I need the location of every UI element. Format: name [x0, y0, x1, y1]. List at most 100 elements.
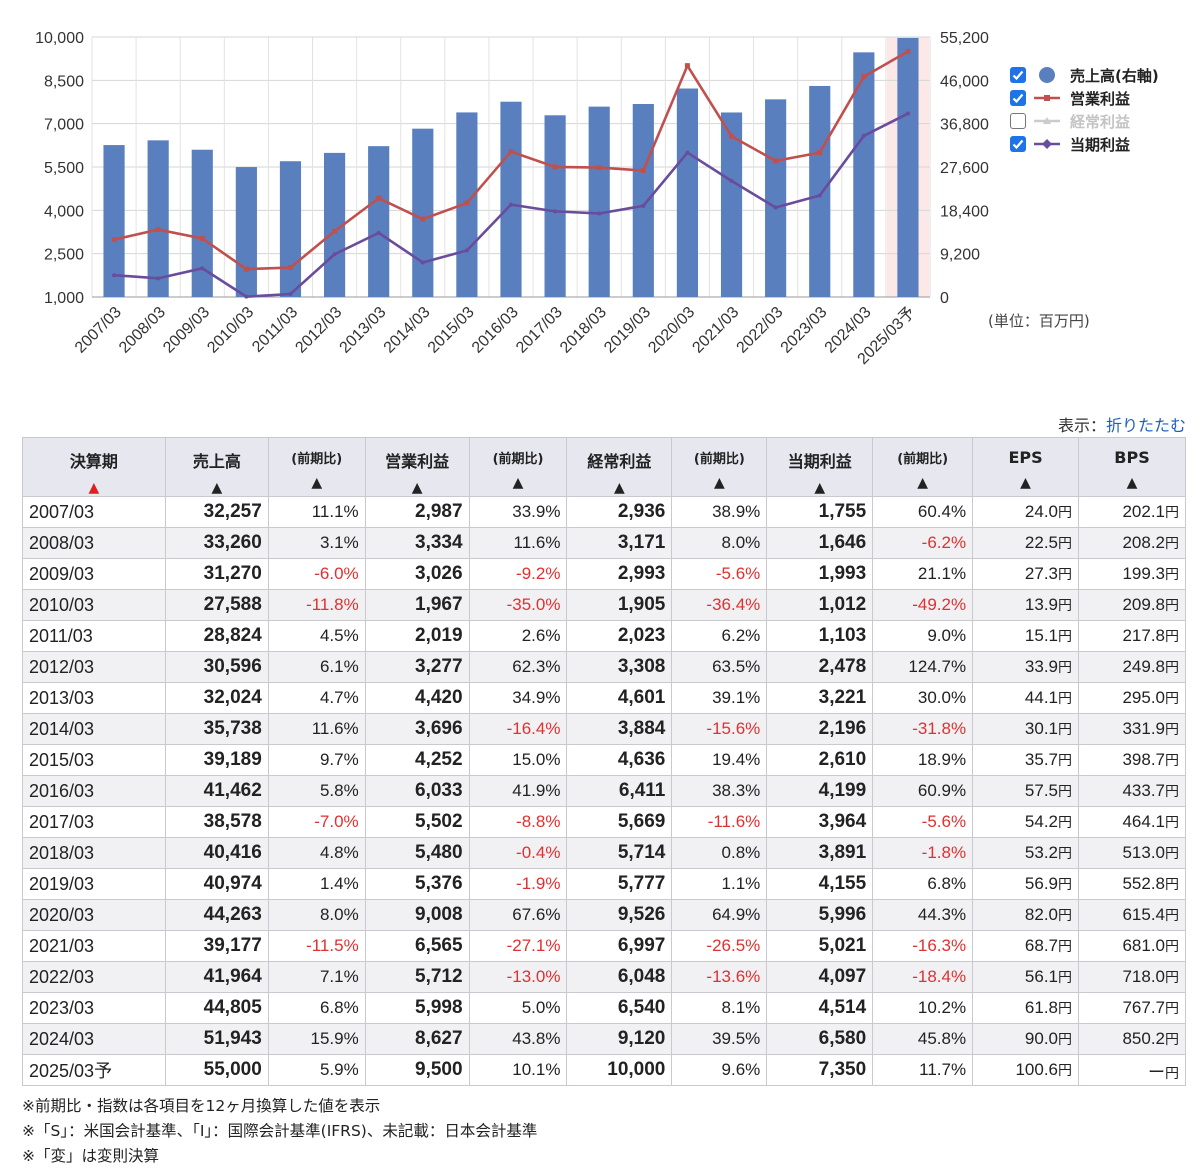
category-label: 2008/03	[116, 304, 169, 357]
table-cell: 2010/03	[22, 589, 166, 621]
column-header[interactable]: BPS ▲	[1078, 437, 1186, 497]
table-cell: 21.1%	[872, 558, 974, 590]
table-cell: 6.8%	[872, 868, 974, 900]
table-cell: 68.7円	[972, 930, 1079, 962]
table-cell: 3,171	[566, 527, 673, 559]
line-point	[243, 266, 249, 272]
legend-checkbox-sales[interactable]	[1010, 67, 1026, 83]
sort-arrow-icon[interactable]: ▲	[614, 480, 625, 496]
sort-arrow-icon[interactable]: ▲	[713, 475, 725, 491]
cell-value: 850.2	[1122, 1029, 1165, 1048]
column-header[interactable]: (前期比) ▲	[872, 437, 974, 497]
line-point	[817, 193, 822, 198]
legend-item-sales[interactable]: 売上高(右軸)	[1010, 64, 1159, 86]
category-label: 2007/03	[72, 304, 125, 357]
category-label: 2013/03	[337, 304, 390, 357]
right-axis-tick: 36,800	[940, 117, 989, 134]
column-header[interactable]: 決算期 ▲	[22, 437, 166, 497]
bar	[279, 161, 302, 297]
unit-label: (単位：百万円)	[988, 312, 1090, 330]
sort-arrow-icon[interactable]: ▲	[512, 475, 524, 491]
table-cell: 11.6%	[267, 713, 366, 745]
column-header[interactable]: 営業利益 ▲	[364, 437, 470, 497]
table-cell: 2022/03	[22, 961, 166, 993]
sort-arrow-icon[interactable]: ▲	[917, 475, 929, 491]
line-point	[861, 133, 866, 138]
sort-arrow-icon[interactable]: ▲	[211, 480, 223, 496]
table-cell: 4,199	[766, 775, 874, 807]
column-header[interactable]: 経常利益 ▲	[566, 437, 673, 497]
table-cell: 18.9%	[872, 744, 974, 776]
column-header-label: (前期比)	[897, 452, 949, 467]
column-header[interactable]: (前期比) ▲	[468, 437, 568, 497]
table-cell: 5,996	[766, 899, 874, 931]
left-axis-tick: 8,500	[44, 73, 84, 90]
table-cell: 7,350	[766, 1054, 874, 1086]
column-header[interactable]: 当期利益 ▲	[766, 437, 874, 497]
sort-arrow-icon[interactable]: ▲	[311, 475, 323, 491]
table-cell: ー円	[1078, 1054, 1186, 1086]
sort-arrow-icon[interactable]: ▲	[1126, 475, 1138, 491]
table-cell: 8.1%	[671, 992, 768, 1024]
table-cell: 33.9円	[972, 651, 1079, 683]
table-cell: -36.4%	[671, 589, 768, 621]
bar	[809, 85, 831, 297]
table-cell: 295.0円	[1078, 682, 1186, 714]
table-cell: 39.5%	[671, 1023, 768, 1055]
table-cell: 6,997	[566, 930, 673, 962]
table-cell: 2007/03	[22, 496, 166, 528]
cell-value: 249.8	[1122, 657, 1165, 676]
table-cell: 6,565	[364, 930, 470, 962]
line-point	[420, 216, 426, 222]
table-cell: 31,270	[164, 558, 269, 590]
table-cell: 433.7円	[1078, 775, 1186, 807]
table-cell: 3,221	[766, 682, 874, 714]
display-toggle-prefix: 表示：	[1057, 416, 1106, 435]
legend-label-ordinary: 経常利益	[1070, 112, 1131, 131]
table-cell: 45.8%	[872, 1023, 974, 1055]
legend-item-net[interactable]: 当期利益	[1010, 133, 1159, 155]
yen-unit: 円	[1165, 814, 1179, 830]
bar	[368, 146, 390, 297]
category-label: 2016/03	[469, 304, 522, 357]
table-cell: 398.7円	[1078, 744, 1186, 776]
table-cell: 61.8円	[972, 992, 1079, 1024]
sort-arrow-icon[interactable]: ▲	[1020, 475, 1031, 491]
legend-checkbox-net[interactable]	[1010, 136, 1026, 152]
legend-label-sales: 売上高(右軸)	[1070, 66, 1159, 85]
table-cell: 34.9%	[468, 682, 568, 714]
cell-value: 68.7	[1024, 936, 1058, 955]
cell-value: 90.0	[1024, 1029, 1058, 1048]
yen-unit: 円	[1058, 721, 1072, 737]
table-row: 2009/03 31,270 -6.0% 3,026 -9.2% 2,993 -5.6% 1,…	[22, 558, 1186, 590]
table-cell: 9,120	[566, 1023, 673, 1055]
sort-arrow-icon[interactable]: ▲	[88, 480, 100, 496]
table-body: 2007/03 32,257 11.1% 2,987 33.9% 2,936 38.9% 1,…	[22, 496, 1186, 1086]
table-cell: -13.6%	[671, 961, 768, 993]
sort-arrow-icon[interactable]: ▲	[411, 480, 423, 496]
sort-arrow-icon[interactable]: ▲	[814, 480, 826, 496]
table-cell: 217.8円	[1078, 620, 1186, 652]
table-cell: 2014/03	[22, 713, 166, 745]
yen-unit: 円	[1058, 876, 1072, 892]
collapse-link[interactable]: 折りたたむ	[1105, 416, 1186, 435]
cell-value: 718.0	[1122, 967, 1165, 986]
bar	[147, 140, 169, 297]
footnotes: ※前期比・指数は各項目を12ヶ月換算した値を表示 ※「S」：米国会計基準、「I」…	[22, 1094, 537, 1169]
table-cell: 208.2円	[1078, 527, 1186, 559]
column-header[interactable]: 売上高 ▲	[164, 437, 269, 497]
table-cell: 10,000	[566, 1054, 673, 1086]
right-axis-tick: 55,200	[940, 30, 989, 47]
legend-item-operating[interactable]: 営業利益	[1010, 87, 1159, 109]
legend-checkbox-ordinary[interactable]	[1010, 113, 1026, 129]
column-header[interactable]: EPS ▲	[972, 437, 1079, 497]
legend-item-ordinary[interactable]: 経常利益	[1010, 110, 1159, 132]
legend-checkbox-operating[interactable]	[1010, 90, 1026, 106]
column-header[interactable]: (前期比) ▲	[267, 437, 366, 497]
table-cell: 4.8%	[267, 837, 366, 869]
table-cell: 19.4%	[671, 744, 768, 776]
table-cell: 249.8円	[1078, 651, 1186, 683]
left-axis-tick: 10,000	[35, 30, 84, 47]
yen-unit: 円	[1058, 1031, 1072, 1047]
column-header[interactable]: (前期比) ▲	[671, 437, 768, 497]
